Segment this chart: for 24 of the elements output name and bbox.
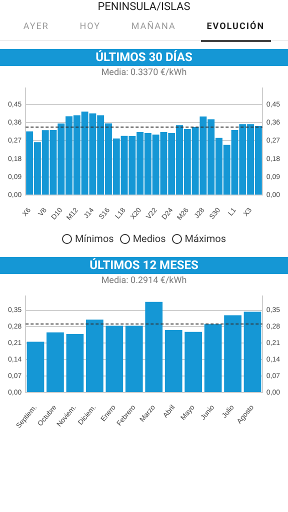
text: HOY — [80, 21, 101, 34]
bar — [224, 315, 242, 392]
bar — [164, 330, 182, 392]
text: Medios — [132, 234, 166, 244]
text: PENINSULA/ISLAS — [96, 0, 192, 14]
text: AYER — [23, 21, 49, 34]
bar — [66, 334, 84, 392]
bar — [125, 326, 143, 392]
text: Máximos — [184, 234, 226, 244]
chart-subtitle: Media: 0.2914 €/kWh — [100, 275, 188, 288]
bar — [204, 324, 222, 392]
bar — [46, 332, 64, 392]
text: EVOLUCIÓN — [206, 20, 265, 34]
chart-subtitle: Media: 0.3370 €/kWh — [100, 67, 188, 80]
chart-title: ÚLTIMOS 30 DÍAS — [0, 49, 288, 66]
text: Mínimos — [75, 234, 114, 244]
bar — [244, 312, 262, 392]
bar — [26, 342, 44, 392]
chart-title: ÚLTIMOS 12 MESES — [0, 257, 288, 274]
bar — [106, 326, 124, 392]
bar — [86, 320, 104, 392]
text: MAÑANA — [131, 20, 176, 34]
bar — [145, 302, 163, 392]
bar — [184, 332, 202, 392]
